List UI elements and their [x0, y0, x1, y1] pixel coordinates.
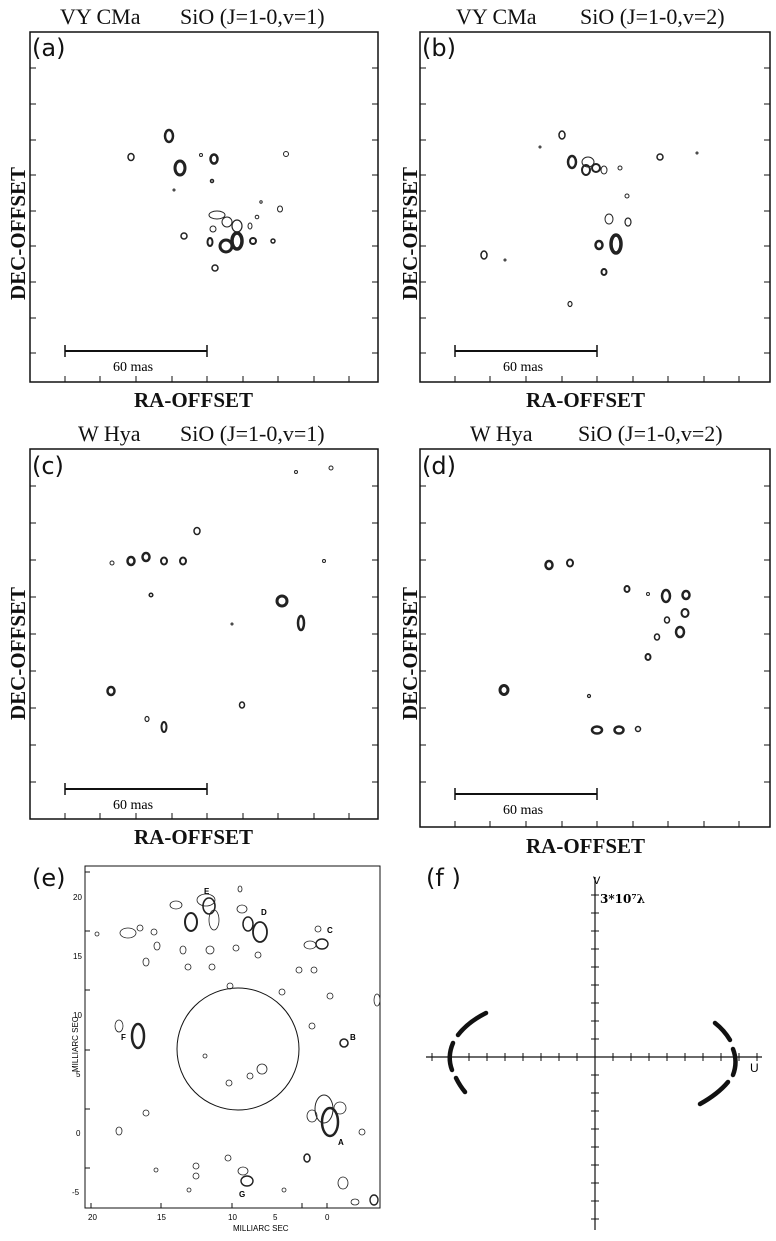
panel-d-label: (d) [422, 452, 456, 480]
panel-f-u-label: U [750, 1061, 759, 1075]
panel-c-title-star: W Hya [78, 421, 141, 446]
panel-e-spot-d: D [261, 908, 267, 917]
panel-e-xtick-5: 5 [273, 1213, 278, 1222]
panel-b-title-star: VY CMa [456, 4, 537, 29]
panel-e-xtick-10: 10 [228, 1213, 237, 1222]
panel-b-map: 60 mas [419, 31, 771, 383]
panel-c-scale-label: 60 mas [113, 798, 153, 813]
panel-a-title-line: SiO (J=1-0,v=1) [180, 4, 325, 29]
panel-d-scale-label: 60 mas [503, 803, 543, 818]
panel-c-label: (c) [32, 452, 64, 480]
panel-e-ytick-5: 5 [76, 1070, 81, 1079]
panel-e-spot-e: E [204, 887, 210, 896]
panel-e-ylabel: MILLIARC SEC [71, 1016, 80, 1072]
panel-e-ytick-0: 0 [76, 1129, 81, 1138]
panel-a-scale-label: 60 mas [113, 360, 153, 375]
panel-f-v-label: V [593, 875, 601, 887]
panel-e-map: 20 15 10 5 0 MILLIARC SEC 20 15 10 5 0 -… [71, 865, 381, 1233]
panel-a-label: (a) [32, 34, 66, 62]
panel-b-xlabel: RA-OFFSET [526, 388, 646, 412]
panel-b-scale-label: 60 mas [503, 360, 543, 375]
panel-a-map: 60 mas [29, 31, 379, 383]
panel-e-xtick-15: 15 [157, 1213, 166, 1222]
panel-b-title-line: SiO (J=1-0,v=2) [580, 4, 725, 29]
panel-e-spot-a: A [338, 1138, 344, 1147]
panel-e-ytick-minus5: -5 [72, 1188, 80, 1197]
panel-d-map: 60 mas [419, 448, 771, 828]
panel-b-label: (b) [422, 34, 456, 62]
panel-d-title-star: W Hya [470, 421, 533, 446]
panel-f-label: (f ) [426, 864, 461, 892]
panel-c-map: 60 mas [29, 448, 379, 820]
panel-e-xtick-20: 20 [88, 1213, 97, 1222]
panel-e-spot-b: B [350, 1033, 356, 1042]
panel-e-ytick-15: 15 [73, 952, 82, 961]
panel-e-spot-f: F [121, 1033, 126, 1042]
panel-a-xlabel: RA-OFFSET [134, 388, 254, 412]
panel-e-xlabel: MILLIARC SEC [233, 1224, 289, 1233]
panel-a-title-star: VY CMa [60, 4, 141, 29]
panel-e-spot-g: G [239, 1190, 245, 1199]
panel-d-xlabel: RA-OFFSET [526, 834, 646, 858]
panel-e-label: (e) [32, 864, 66, 892]
panel-e-xtick-0: 0 [325, 1213, 330, 1222]
panel-f-uv-plane: V U 3*10⁷λ [426, 875, 762, 1230]
panel-e-ytick-10: 10 [73, 1011, 82, 1020]
panel-f-scale-label: 3*10⁷λ [600, 892, 645, 906]
panel-e-ytick-20: 20 [73, 893, 82, 902]
panel-c-xlabel: RA-OFFSET [134, 825, 254, 849]
panel-d-title-line: SiO (J=1-0,v=2) [578, 421, 723, 446]
panel-e-spot-c: C [327, 926, 333, 935]
panel-c-title-line: SiO (J=1-0,v=1) [180, 421, 325, 446]
